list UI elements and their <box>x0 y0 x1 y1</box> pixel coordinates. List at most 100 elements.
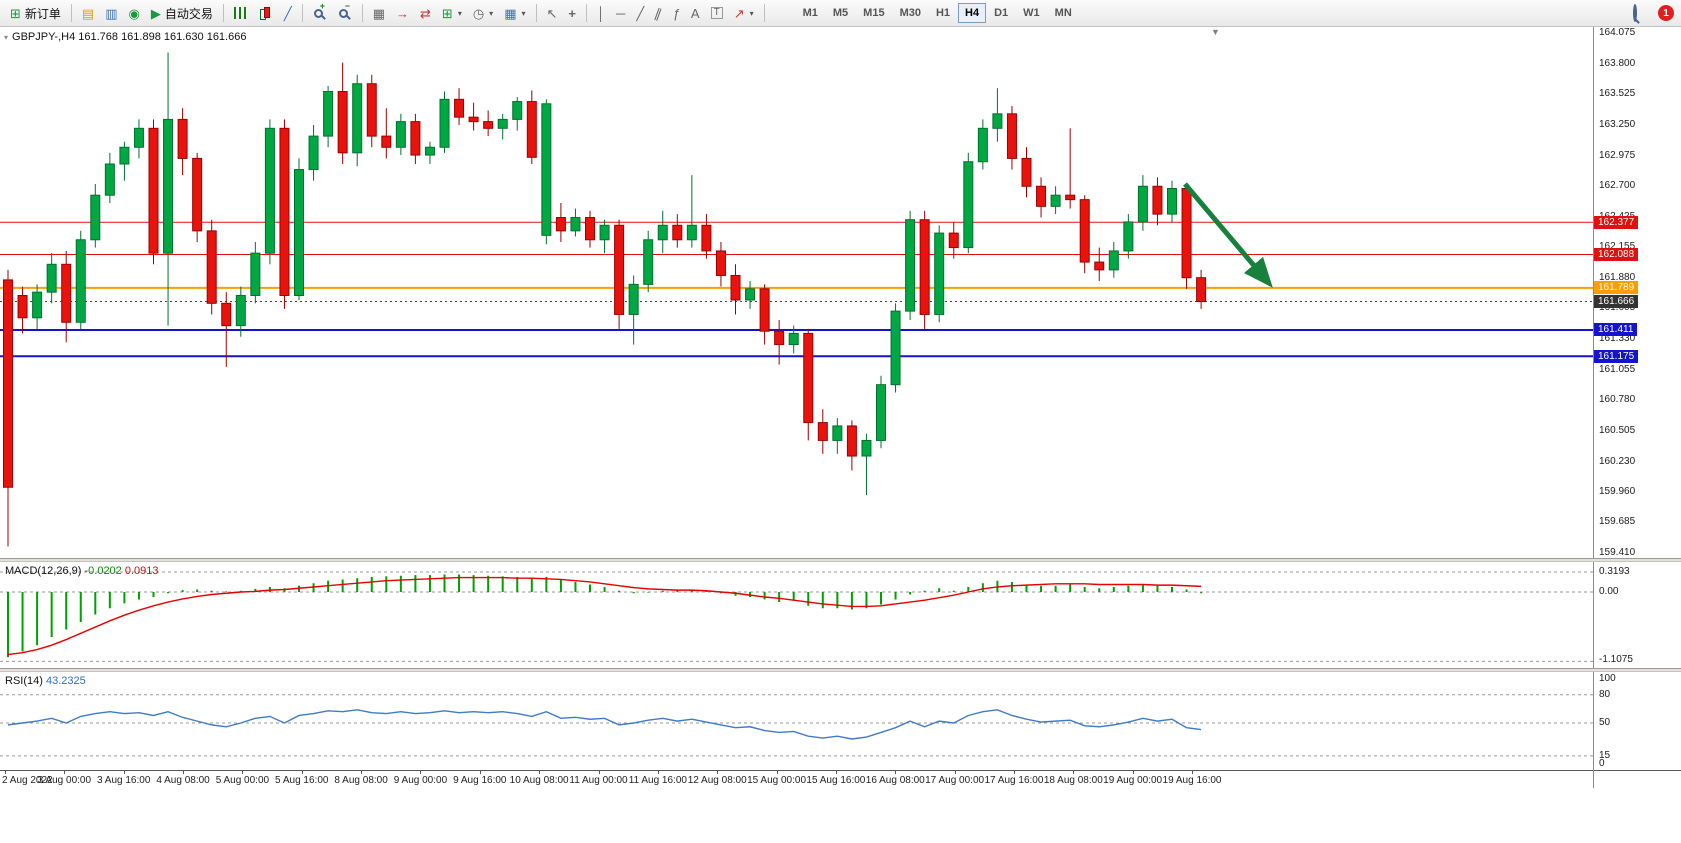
periods-button[interactable]: ◷ ▾ <box>468 2 498 24</box>
new-order-button[interactable]: ⊞ 新订单 <box>5 2 66 24</box>
timeframe-button-MN[interactable]: MN <box>1054 7 1072 19</box>
main-toolbar: ⊞ 新订单 ▤ ▥ ◉ ▶ 自动交易 ╱ + − ▦ → ⇄ ⊞ ▾ ◷ ▾ ▦ ▾ … <box>0 0 1681 27</box>
autotrading-button[interactable]: ▶ 自动交易 <box>146 2 218 24</box>
timeframe-button-W1[interactable]: W1 <box>1023 7 1040 19</box>
time-axis-label: 5 Aug 00:00 <box>215 775 270 786</box>
time-axis-label: 17 Aug 00:00 <box>925 775 985 786</box>
market-watch-button[interactable]: ▤ <box>77 2 99 24</box>
chart-shift-button[interactable]: ⇄ <box>415 2 436 24</box>
notification-badge[interactable]: 1 <box>1658 5 1674 21</box>
price-chart-svg[interactable] <box>0 27 1593 558</box>
trendline-icon: ╱ <box>636 5 645 21</box>
autoscroll-button[interactable]: → <box>391 2 414 24</box>
price-axis-label: 162.700 <box>1599 180 1636 192</box>
macd-signal-value: 0.0913 <box>124 565 159 577</box>
time-axis-label: 4 Aug 08:00 <box>156 775 210 786</box>
macd-label: MACD(12,26,9) -0.0202 0.0913 <box>5 565 159 577</box>
label-icon: T <box>710 7 723 19</box>
time-axis-label: 15 Aug 16:00 <box>806 775 866 786</box>
price-chart-pane[interactable]: ▾ GBPJPY-,H4 161.768 161.898 161.630 161… <box>0 27 1681 558</box>
market-watch-icon: ▤ <box>81 5 95 21</box>
chevron-down-icon: ▾ <box>457 8 462 18</box>
autotrading-label: 自动交易 <box>164 6 213 21</box>
timeframe-button-H4[interactable]: H4 <box>958 3 987 23</box>
text-tool-button[interactable]: A <box>686 2 705 24</box>
search-icon <box>1633 4 1637 22</box>
time-axis-label: 2 Aug 2022 <box>2 775 53 786</box>
time-axis-tick <box>361 771 363 774</box>
time-axis-tick <box>657 771 659 774</box>
data-window-button[interactable]: ▥ <box>100 2 122 24</box>
templates-button[interactable]: ▦ ▾ <box>499 2 530 24</box>
new-chart-icon: ⊞ <box>441 5 453 21</box>
price-axis-label: 163.250 <box>1599 118 1636 130</box>
time-axis-label: 19 Aug 16:00 <box>1162 775 1222 786</box>
time-axis-tick <box>1013 771 1015 774</box>
time-axis[interactable]: 2 Aug 2022 3 Aug 00:00 3 Aug 16:00 4 Aug 08… <box>0 770 1681 788</box>
rsi-svg[interactable] <box>0 672 1593 770</box>
toolbar-separator <box>586 4 587 22</box>
templates-icon: ▦ <box>504 5 517 21</box>
time-axis-tick <box>895 771 897 774</box>
cursor-icon: ↖ <box>546 5 558 21</box>
arrows-tool-button[interactable]: ↗ ▾ <box>729 2 759 24</box>
vertical-line-tool-button[interactable]: │ <box>592 2 610 24</box>
time-axis-label: 8 Aug 08:00 <box>334 775 388 786</box>
new-order-icon: ⊞ <box>10 5 21 21</box>
label-tool-button[interactable]: T <box>706 2 728 24</box>
tile-windows-button[interactable]: ▦ <box>368 2 390 24</box>
horizontal-line-tool-button[interactable]: ─ <box>611 2 630 24</box>
cursor-tool-button[interactable]: ↖ <box>542 2 563 24</box>
symbol-marker-icon: ▾ <box>4 32 9 42</box>
macd-axis-label: -1.1075 <box>1599 654 1633 665</box>
rsi-label: RSI(14) 43.2325 <box>5 675 86 687</box>
zoom-in-sign: + <box>319 1 325 11</box>
new-chart-button[interactable]: ⊞ ▾ <box>437 2 467 24</box>
candlestick-icon <box>258 6 273 20</box>
zoom-in-button[interactable]: + <box>308 1 332 24</box>
price-axis-label: 162.975 <box>1599 149 1636 161</box>
timeframe-toolbar: M1 M5 M15 M30 H1 H4 D1 W1 MN <box>796 3 1079 23</box>
chart-shift-icon: ⇄ <box>420 5 431 21</box>
timeframe-button-M15[interactable]: M15 <box>863 7 885 19</box>
timeframe-button-M5[interactable]: M5 <box>832 7 849 19</box>
time-axis-label: 3 Aug 00:00 <box>37 775 92 786</box>
price-axis-label: 160.230 <box>1599 455 1636 467</box>
time-axis-tick <box>717 771 719 774</box>
time-axis-tick <box>420 771 422 774</box>
ohlc-bars-button[interactable] <box>229 2 252 24</box>
pane-splitter[interactable] <box>0 558 1681 562</box>
macd-svg[interactable] <box>0 562 1593 668</box>
chevron-down-icon: ▾ <box>521 8 526 18</box>
macd-pane[interactable]: MACD(12,26,9) -0.0202 0.0913 0.3193 0.00 -… <box>0 562 1681 668</box>
time-axis-tick <box>183 771 185 774</box>
zoom-out-icon <box>338 8 348 18</box>
channel-tool-button[interactable]: ∥ <box>650 2 667 24</box>
crosshair-tool-button[interactable]: + <box>563 2 581 24</box>
line-chart-button[interactable]: ╱ <box>279 2 297 24</box>
time-axis-label: 17 Aug 16:00 <box>984 775 1044 786</box>
time-axis-label: 12 Aug 08:00 <box>687 775 747 786</box>
pane-splitter[interactable] <box>0 668 1681 672</box>
price-tag: 161.411 <box>1594 323 1638 337</box>
timeframe-button-M1[interactable]: M1 <box>802 7 818 19</box>
zoom-out-button[interactable]: − <box>333 1 357 24</box>
symbol-quote-text: GBPJPY-,H4 161.768 161.898 161.630 161.6… <box>12 31 247 43</box>
timeframe-button-M30[interactable]: M30 <box>899 7 921 19</box>
rsi-pane[interactable]: RSI(14) 43.2325 100 80 50 15 0 <box>0 672 1681 770</box>
candlestick-chart-button[interactable] <box>253 2 278 24</box>
zoom-in-icon <box>313 8 323 18</box>
line-chart-icon: ╱ <box>283 5 292 21</box>
navigator-button[interactable]: ◉ <box>124 2 145 24</box>
fibonacci-tool-button[interactable]: ƒ <box>668 2 685 24</box>
chevron-down-icon: ▾ <box>489 8 494 18</box>
trendline-tool-button[interactable]: ╱ <box>631 2 649 24</box>
timeframe-button-H1[interactable]: H1 <box>935 7 951 19</box>
time-axis-tick <box>598 771 600 774</box>
price-tag: 161.175 <box>1594 349 1639 363</box>
search-button[interactable] <box>1632 4 1650 22</box>
timeframe-button-D1[interactable]: D1 <box>994 7 1009 19</box>
time-axis-label: 5 Aug 16:00 <box>275 775 329 786</box>
time-axis-tick <box>5 771 6 774</box>
quote-line: ▾ GBPJPY-,H4 161.768 161.898 161.630 161… <box>4 31 246 43</box>
